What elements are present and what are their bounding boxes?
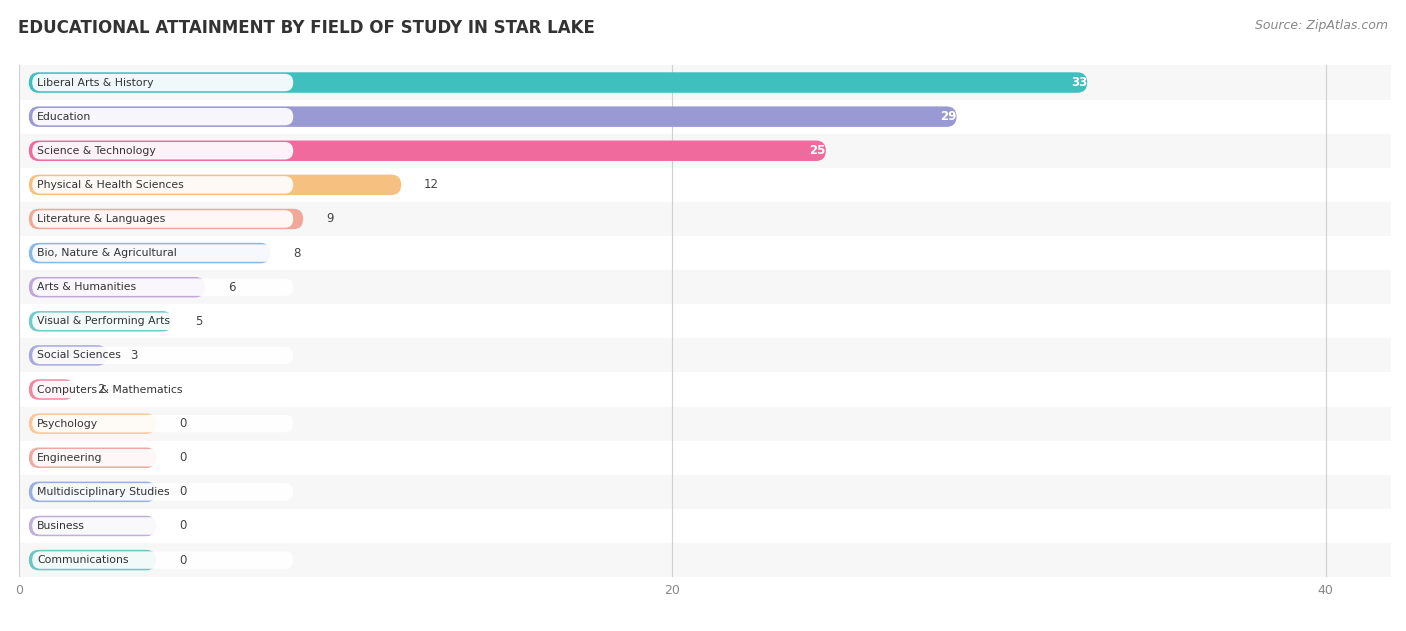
Text: 0: 0 bbox=[179, 451, 187, 464]
Text: EDUCATIONAL ATTAINMENT BY FIELD OF STUDY IN STAR LAKE: EDUCATIONAL ATTAINMENT BY FIELD OF STUDY… bbox=[18, 19, 595, 37]
FancyBboxPatch shape bbox=[28, 73, 1087, 93]
Text: Psychology: Psychology bbox=[37, 418, 98, 428]
FancyBboxPatch shape bbox=[32, 312, 294, 330]
FancyBboxPatch shape bbox=[28, 345, 107, 365]
Bar bbox=[20, 270, 1391, 304]
Bar bbox=[20, 304, 1391, 338]
Text: 9: 9 bbox=[326, 213, 333, 225]
Bar bbox=[20, 100, 1391, 134]
Text: 6: 6 bbox=[228, 281, 236, 293]
FancyBboxPatch shape bbox=[32, 483, 294, 500]
FancyBboxPatch shape bbox=[32, 74, 294, 91]
Text: 0: 0 bbox=[179, 485, 187, 498]
Text: 29: 29 bbox=[941, 110, 956, 123]
FancyBboxPatch shape bbox=[28, 209, 304, 229]
Text: Science & Technology: Science & Technology bbox=[37, 146, 156, 156]
Text: Physical & Health Sciences: Physical & Health Sciences bbox=[37, 180, 184, 190]
Bar bbox=[20, 168, 1391, 202]
Text: 2: 2 bbox=[97, 383, 105, 396]
FancyBboxPatch shape bbox=[32, 551, 294, 569]
FancyBboxPatch shape bbox=[32, 381, 294, 398]
Text: Computers & Mathematics: Computers & Mathematics bbox=[37, 384, 183, 394]
Bar bbox=[20, 134, 1391, 168]
FancyBboxPatch shape bbox=[28, 481, 156, 502]
Text: Arts & Humanities: Arts & Humanities bbox=[37, 282, 136, 292]
Bar bbox=[20, 475, 1391, 509]
FancyBboxPatch shape bbox=[28, 141, 825, 161]
Text: Communications: Communications bbox=[37, 555, 128, 565]
Bar bbox=[20, 66, 1391, 100]
FancyBboxPatch shape bbox=[32, 142, 294, 160]
Bar bbox=[20, 236, 1391, 270]
Bar bbox=[20, 406, 1391, 440]
Text: 12: 12 bbox=[425, 179, 439, 191]
FancyBboxPatch shape bbox=[32, 244, 294, 262]
Text: 8: 8 bbox=[294, 247, 301, 259]
Text: 3: 3 bbox=[131, 349, 138, 362]
FancyBboxPatch shape bbox=[28, 379, 75, 400]
FancyBboxPatch shape bbox=[28, 413, 156, 434]
FancyBboxPatch shape bbox=[32, 346, 294, 364]
Text: Social Sciences: Social Sciences bbox=[37, 350, 121, 360]
Text: Multidisciplinary Studies: Multidisciplinary Studies bbox=[37, 487, 170, 497]
Text: 25: 25 bbox=[810, 144, 825, 157]
FancyBboxPatch shape bbox=[32, 210, 294, 228]
FancyBboxPatch shape bbox=[28, 550, 156, 570]
Bar bbox=[20, 202, 1391, 236]
Text: Source: ZipAtlas.com: Source: ZipAtlas.com bbox=[1254, 19, 1388, 32]
Text: Business: Business bbox=[37, 521, 84, 531]
FancyBboxPatch shape bbox=[28, 175, 401, 195]
Text: 0: 0 bbox=[179, 553, 187, 567]
Bar bbox=[20, 372, 1391, 406]
Text: Bio, Nature & Agricultural: Bio, Nature & Agricultural bbox=[37, 248, 177, 258]
FancyBboxPatch shape bbox=[28, 447, 156, 468]
FancyBboxPatch shape bbox=[32, 517, 294, 534]
FancyBboxPatch shape bbox=[28, 277, 205, 297]
Text: Liberal Arts & History: Liberal Arts & History bbox=[37, 78, 153, 88]
Text: 0: 0 bbox=[179, 417, 187, 430]
Text: 5: 5 bbox=[195, 315, 202, 327]
Text: 0: 0 bbox=[179, 519, 187, 533]
FancyBboxPatch shape bbox=[28, 311, 173, 331]
Bar bbox=[20, 543, 1391, 577]
FancyBboxPatch shape bbox=[32, 415, 294, 432]
FancyBboxPatch shape bbox=[32, 108, 294, 126]
Text: Education: Education bbox=[37, 112, 91, 122]
Bar bbox=[20, 509, 1391, 543]
Text: Visual & Performing Arts: Visual & Performing Arts bbox=[37, 316, 170, 326]
FancyBboxPatch shape bbox=[28, 516, 156, 536]
FancyBboxPatch shape bbox=[28, 243, 270, 263]
Bar bbox=[20, 338, 1391, 372]
Text: Engineering: Engineering bbox=[37, 452, 103, 463]
FancyBboxPatch shape bbox=[32, 176, 294, 194]
Bar bbox=[20, 440, 1391, 475]
Text: 33: 33 bbox=[1071, 76, 1087, 89]
FancyBboxPatch shape bbox=[32, 278, 294, 296]
Text: Literature & Languages: Literature & Languages bbox=[37, 214, 166, 224]
FancyBboxPatch shape bbox=[28, 107, 956, 127]
FancyBboxPatch shape bbox=[32, 449, 294, 466]
